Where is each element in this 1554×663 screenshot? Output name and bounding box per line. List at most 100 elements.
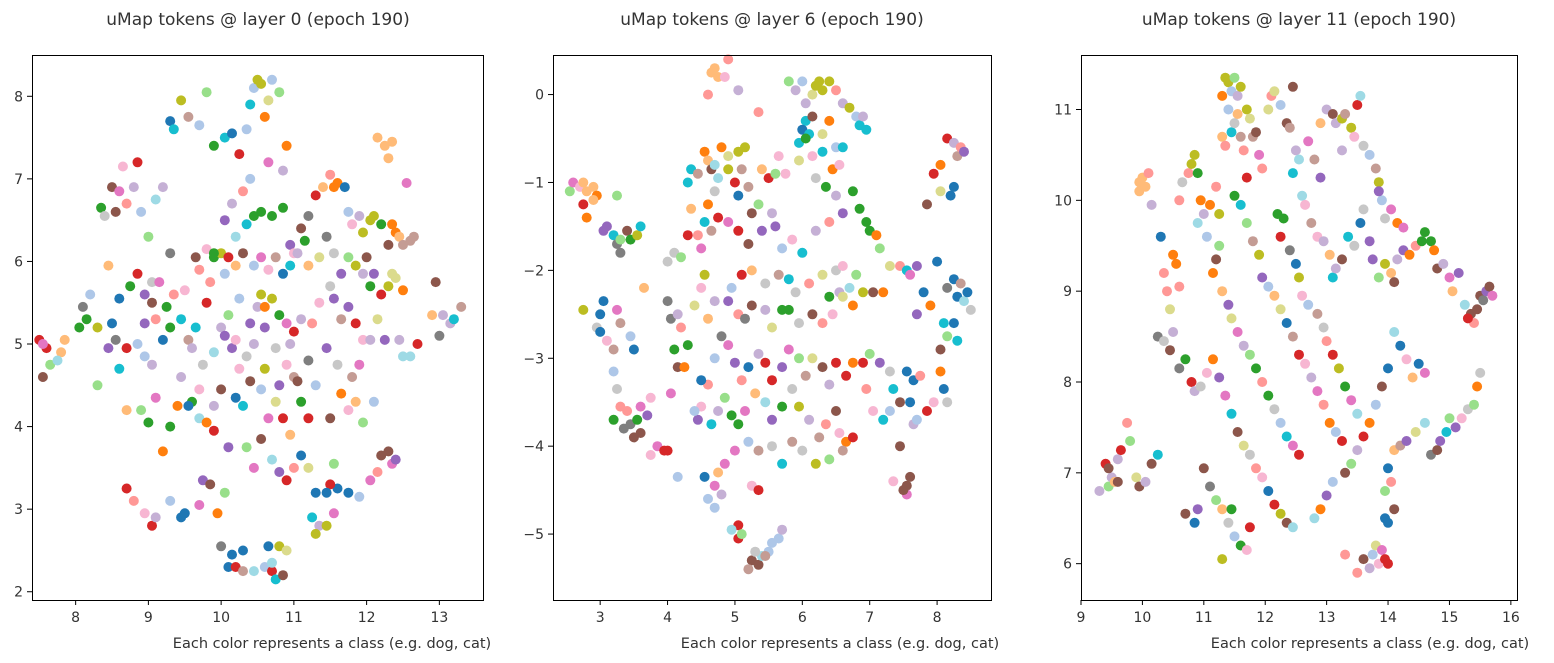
scatter-point [270,396,281,407]
scatter-point [52,355,63,366]
scatter-point [1269,290,1280,301]
scatter-point [622,225,633,236]
scatter-point [1244,449,1255,460]
scatter-point [1162,286,1172,297]
scatter-point [800,133,811,144]
scatter-point [773,269,784,280]
scatter-point [1143,168,1154,179]
scatter-point [932,256,943,267]
scatter-point [405,351,416,362]
scatter-point [756,164,767,175]
scatter-point [824,454,835,465]
scatter-point [824,379,835,390]
scatter-point [332,483,343,494]
scatter-point [343,252,354,263]
y-tick-label: 8 [14,89,23,105]
scatter-point [847,186,858,197]
y-tick-label: 0 [535,88,544,104]
scatter-point [601,335,612,346]
scatter-point [1192,168,1203,179]
y-tick-label: 7 [1063,466,1072,482]
scatter-point [959,296,969,307]
y-tick-label: −1 [523,175,544,191]
scatter-point [797,247,808,258]
scatter-point [205,277,216,288]
scatter-point [179,508,190,519]
scatter-point [787,234,798,245]
scatter-point [1438,258,1449,269]
scatter-point [267,74,277,85]
scatter-point [726,282,737,293]
scatter-point [895,397,905,408]
scatter-point [1367,549,1378,560]
scatter-point [709,296,720,307]
y-tick-label: 6 [1063,557,1072,573]
scatter-point [241,442,252,453]
scatter-point [824,291,835,302]
scatter-point [1229,190,1240,201]
scatter-point [245,318,256,329]
scatter-point [121,483,132,494]
scatter-point [804,414,815,425]
scatter-point [1386,476,1397,487]
scatter-point [810,458,821,469]
scatter-point [1349,240,1360,251]
scatter-point [1404,249,1415,260]
scatter-point [1165,345,1175,356]
scatter-point [263,413,274,424]
scatter-point [59,334,70,345]
scatter-point [336,388,347,399]
scatter-point [1478,295,1489,306]
scatter-point [1337,436,1347,446]
scatter-point [905,397,916,408]
scatter-point [121,198,132,209]
scatter-point [197,475,208,486]
scatter-point [743,564,754,575]
scatter-point [343,487,354,498]
x-tick-label: 11 [285,610,303,626]
y-tick-label: 11 [1054,103,1072,119]
y-tick-label: 5 [14,337,23,353]
scatter-point [168,289,179,300]
scatter-point [773,533,784,544]
scatter-point [837,208,848,219]
scatter-point [241,351,252,362]
scatter-point [884,366,895,377]
scatter-point [1241,172,1252,183]
scatter-point [1287,168,1298,179]
scatter-point [817,318,828,329]
scatter-point [736,529,747,540]
scatter-point [713,173,724,184]
scatter-point [1189,517,1200,528]
scatter-point [1444,413,1455,424]
scatter-point [709,186,720,197]
scatter-point [1484,281,1495,292]
scatter-point [1456,413,1467,424]
scatter-point [578,177,589,188]
scatter-point [168,124,179,135]
scatter-point [139,508,150,519]
scatter-point [96,202,107,213]
scatter-point [307,512,318,523]
scatter-point [1312,308,1323,319]
scatter-point [787,436,798,447]
scatter-point [1389,327,1400,337]
scatter-point [1352,408,1363,419]
scatter-point [278,413,288,424]
scatter-point [1309,513,1320,524]
scatter-point [756,225,767,236]
scatter-point [238,186,248,197]
scatter-point [1131,472,1142,483]
scatter-point [760,551,771,561]
scatter-point [1217,504,1228,515]
scatter-point [770,221,781,232]
scatter-point [1201,367,1212,378]
scatter-point [642,410,653,421]
scatter-point [1198,209,1209,219]
x-tick-label: 13 [1318,610,1336,626]
scatter-point [1211,181,1222,192]
scatter-point [281,140,292,151]
scatter-point [208,425,219,436]
scatter-point [1208,268,1218,278]
scatter-point [740,313,750,324]
